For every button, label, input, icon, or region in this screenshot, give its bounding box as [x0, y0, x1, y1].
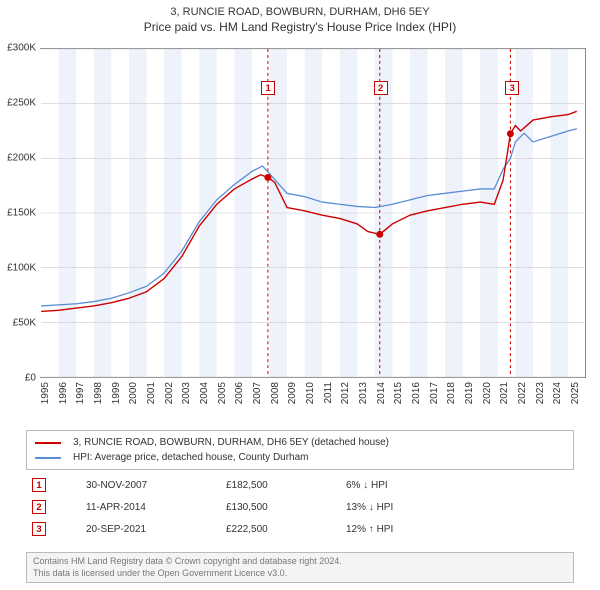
x-tick-label: 2022 — [517, 382, 528, 404]
y-tick-label: £200K — [7, 153, 36, 164]
x-tick-label: 1996 — [58, 382, 69, 404]
event-badge: 1 — [32, 478, 46, 492]
x-tick-label: 1999 — [111, 382, 122, 404]
x-tick-label: 2000 — [128, 382, 139, 404]
x-tick-label: 2012 — [340, 382, 351, 404]
y-tick-label: £250K — [7, 98, 36, 109]
event-date: 11-APR-2014 — [86, 502, 186, 513]
event-badge: 2 — [32, 500, 46, 514]
x-tick-label: 2013 — [358, 382, 369, 404]
title-line1: 3, RUNCIE ROAD, BOWBURN, DURHAM, DH6 5EY — [0, 6, 600, 18]
x-tick-label: 2014 — [376, 382, 387, 404]
legend: 3, RUNCIE ROAD, BOWBURN, DURHAM, DH6 5EY… — [26, 430, 574, 470]
event-row: 2 11-APR-2014 £130,500 13% ↓ HPI — [26, 496, 574, 518]
y-axis: £0£50K£100K£150K£200K£250K£300K — [0, 48, 40, 378]
x-tick-label: 2009 — [287, 382, 298, 404]
legend-row-property: 3, RUNCIE ROAD, BOWBURN, DURHAM, DH6 5EY… — [35, 435, 565, 450]
legend-label-property: 3, RUNCIE ROAD, BOWBURN, DURHAM, DH6 5EY… — [73, 435, 389, 450]
x-axis: 1995 1996 1997 1998 1999 2000 2001 2002 2003 2004… — [40, 378, 586, 428]
y-tick-label: £300K — [7, 43, 36, 54]
x-tick-label: 1997 — [75, 382, 86, 404]
title-line2: Price paid vs. HM Land Registry's House … — [0, 20, 600, 34]
x-tick-label: 2025 — [570, 382, 581, 404]
event-date: 30-NOV-2007 — [86, 480, 186, 491]
event-marker-dot — [507, 130, 514, 137]
event-badge: 3 — [32, 522, 46, 536]
legend-swatch-hpi — [35, 457, 61, 459]
x-tick-label: 2011 — [323, 382, 334, 404]
plot-svg — [40, 49, 585, 377]
x-tick-label: 2010 — [305, 382, 316, 404]
x-tick-label: 2004 — [199, 382, 210, 404]
legend-row-hpi: HPI: Average price, detached house, Coun… — [35, 450, 565, 465]
chart-title-block: 3, RUNCIE ROAD, BOWBURN, DURHAM, DH6 5EY… — [0, 0, 600, 34]
chart-plot-area: 1 2 3 — [40, 48, 586, 378]
y-tick-label: £0 — [25, 373, 36, 384]
event-row: 3 20-SEP-2021 £222,500 12% ↑ HPI — [26, 518, 574, 540]
legend-label-hpi: HPI: Average price, detached house, Coun… — [73, 450, 309, 465]
attribution: Contains HM Land Registry data © Crown c… — [26, 552, 574, 583]
x-tick-label: 2003 — [181, 382, 192, 404]
event-marker-dot — [376, 231, 383, 238]
event-delta: 6% ↓ HPI — [346, 480, 388, 491]
event-marker-badge: 3 — [505, 81, 519, 95]
x-tick-label: 2015 — [393, 382, 404, 404]
x-tick-label: 2018 — [446, 382, 457, 404]
event-delta: 13% ↓ HPI — [346, 502, 393, 513]
event-price: £182,500 — [226, 480, 306, 491]
x-tick-label: 1998 — [93, 382, 104, 404]
x-tick-label: 2017 — [429, 382, 440, 404]
y-tick-label: £150K — [7, 208, 36, 219]
x-tick-label: 2019 — [464, 382, 475, 404]
event-price: £130,500 — [226, 502, 306, 513]
x-tick-label: 2024 — [552, 382, 563, 404]
event-date: 20-SEP-2021 — [86, 524, 186, 535]
x-tick-label: 2008 — [270, 382, 281, 404]
event-row: 1 30-NOV-2007 £182,500 6% ↓ HPI — [26, 474, 574, 496]
legend-swatch-property — [35, 442, 61, 444]
event-marker-dot — [264, 174, 271, 181]
x-tick-label: 2005 — [217, 382, 228, 404]
y-tick-label: £50K — [13, 318, 36, 329]
attribution-line2: This data is licensed under the Open Gov… — [33, 568, 567, 580]
x-tick-label: 2006 — [234, 382, 245, 404]
event-marker-badge: 2 — [374, 81, 388, 95]
events-table: 1 30-NOV-2007 £182,500 6% ↓ HPI 2 11-APR-2014… — [26, 474, 574, 540]
x-tick-label: 2021 — [499, 382, 510, 404]
x-tick-label: 1995 — [40, 382, 51, 404]
x-tick-label: 2016 — [411, 382, 422, 404]
x-tick-label: 2023 — [535, 382, 546, 404]
y-tick-label: £100K — [7, 263, 36, 274]
event-delta: 12% ↑ HPI — [346, 524, 393, 535]
attribution-line1: Contains HM Land Registry data © Crown c… — [33, 556, 567, 568]
x-tick-label: 2002 — [164, 382, 175, 404]
x-tick-label: 2007 — [252, 382, 263, 404]
event-marker-badge: 1 — [261, 81, 275, 95]
x-tick-label: 2020 — [482, 382, 493, 404]
event-price: £222,500 — [226, 524, 306, 535]
x-tick-label: 2001 — [146, 382, 157, 404]
